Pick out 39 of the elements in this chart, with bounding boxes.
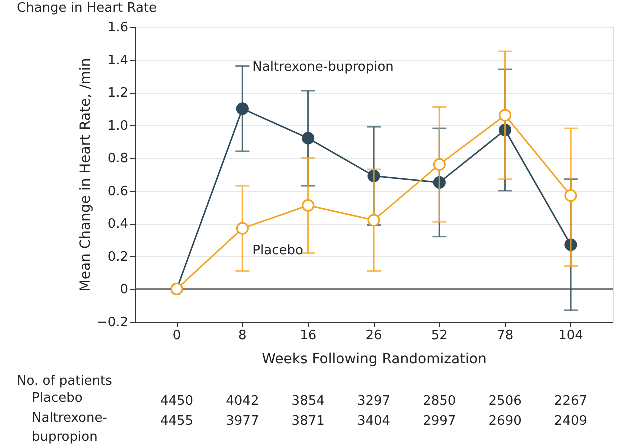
- text: 2506: [488, 394, 522, 409]
- text: 4455: [160, 414, 194, 429]
- text: 4042: [226, 394, 260, 409]
- y-tick-label: 1.0: [108, 118, 128, 134]
- x-tick-label: 8: [238, 328, 247, 344]
- text: 3977: [226, 414, 260, 429]
- text: 3854: [292, 394, 325, 409]
- text: Naltrexone-bupropion: [32, 411, 108, 445]
- text: 4450: [160, 394, 194, 409]
- y-tick-label: −0.2: [96, 316, 128, 330]
- y-tick-label: 1.6: [108, 20, 128, 36]
- text: No. of patients: [17, 374, 113, 389]
- x-tick-label: 104: [558, 328, 584, 344]
- text: Placebo: [32, 391, 83, 406]
- text: 2997: [423, 414, 456, 429]
- y-tick-label: 1.4: [108, 53, 128, 68]
- text: 3297: [357, 394, 391, 409]
- x-axis-title: Weeks Following Randomization: [262, 352, 487, 368]
- x-tick-label: 78: [497, 328, 514, 344]
- y-tick-label: 1.2: [108, 86, 128, 102]
- y-axis-title: Mean Change in Heart Rate, /min: [78, 58, 94, 292]
- y-tick-label: 0.4: [108, 217, 128, 232]
- text: 3404: [357, 414, 391, 429]
- text: 2690: [488, 414, 522, 429]
- x-tick-label: 0: [172, 328, 182, 344]
- text: 2409: [554, 414, 588, 429]
- text: 2850: [423, 394, 456, 409]
- text: Naltrexone-bupropion: [252, 60, 394, 75]
- y-tick-label: 0.6: [108, 184, 128, 200]
- text: 2267: [554, 394, 588, 409]
- text: 3871: [292, 414, 325, 429]
- x-tick-label: 26: [366, 328, 382, 344]
- x-tick-label: 16: [300, 328, 317, 344]
- y-tick-label: 0: [120, 282, 128, 298]
- chart-title: Change in Heart Rate: [17, 1, 158, 16]
- y-tick-label: 0.2: [108, 250, 128, 265]
- y-tick-label: 0.8: [108, 152, 128, 167]
- x-tick-label: 52: [431, 328, 448, 344]
- series-label: Placebo: [252, 244, 304, 259]
